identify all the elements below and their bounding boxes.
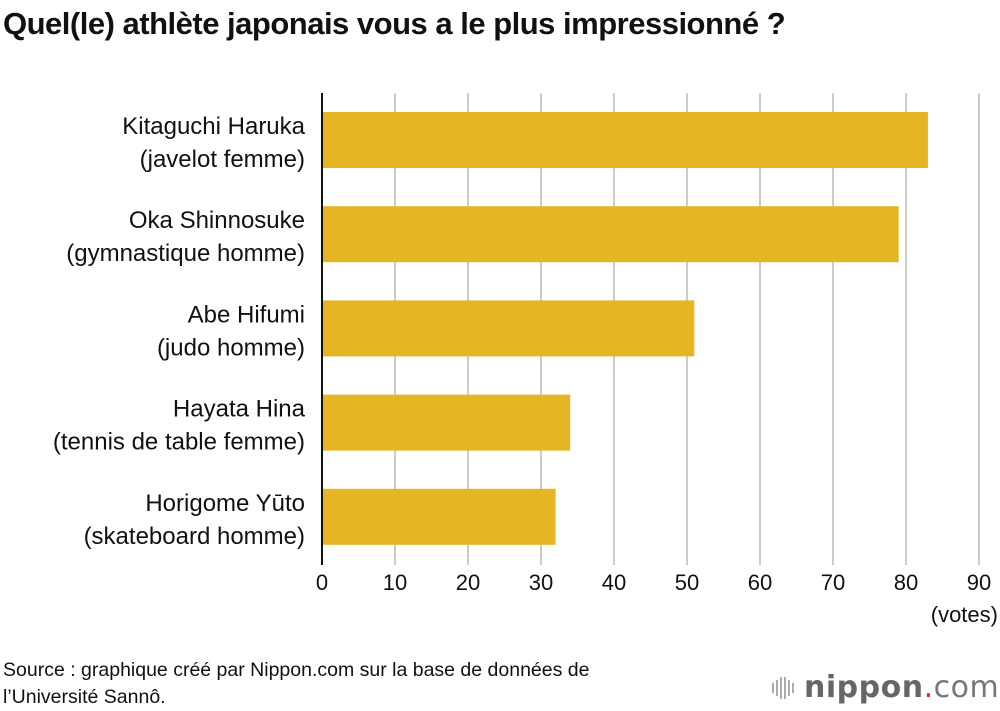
category-label-name: Horigome Yūto xyxy=(145,490,305,517)
x-tick-label: 10 xyxy=(383,570,407,595)
bar xyxy=(322,488,556,545)
bar xyxy=(322,112,928,168)
logo-dot: . xyxy=(923,670,934,705)
bar xyxy=(322,206,899,263)
x-tick-label: 80 xyxy=(894,570,918,595)
category-label-detail: (tennis de table femme) xyxy=(53,429,305,456)
source-line-1: Source : graphique créé par Nippon.com s… xyxy=(3,659,590,681)
source-line-2: l’Université Sannô. xyxy=(3,686,166,708)
bar xyxy=(322,300,695,357)
x-tick-label: 40 xyxy=(602,570,626,595)
category-label-detail: (gymnastique homme) xyxy=(66,240,305,267)
x-tick-label: 30 xyxy=(529,570,553,595)
nippon-logo: nippon.com xyxy=(772,670,999,705)
logo-bars-icon xyxy=(772,676,794,699)
x-tick-label: 90 xyxy=(967,570,991,595)
category-label-detail: (javelot femme) xyxy=(140,146,305,173)
x-tick-label: 0 xyxy=(316,570,328,595)
source-note: Source : graphique créé par Nippon.com s… xyxy=(3,657,589,711)
category-label-detail: (judo homme) xyxy=(157,334,305,361)
x-tick-label: 60 xyxy=(748,570,772,595)
category-label-name: Abe Hifumi xyxy=(188,301,305,328)
chart-title: Quel(le) athlète japonais vous a le plus… xyxy=(3,6,786,41)
category-label-name: Oka Shinnosuke xyxy=(129,207,305,234)
x-axis-label: (votes) xyxy=(931,602,998,627)
category-label-name: Hayata Hina xyxy=(173,396,306,423)
x-tick-label: 20 xyxy=(456,570,480,595)
category-label-detail: (skateboard homme) xyxy=(84,523,305,550)
category-label-name: Kitaguchi Haruka xyxy=(122,113,305,140)
bar xyxy=(322,394,571,451)
logo-name: nippon xyxy=(804,670,924,705)
x-tick-label: 70 xyxy=(821,570,845,595)
x-tick-label: 50 xyxy=(675,570,699,595)
logo-suffix: com xyxy=(933,670,1000,705)
